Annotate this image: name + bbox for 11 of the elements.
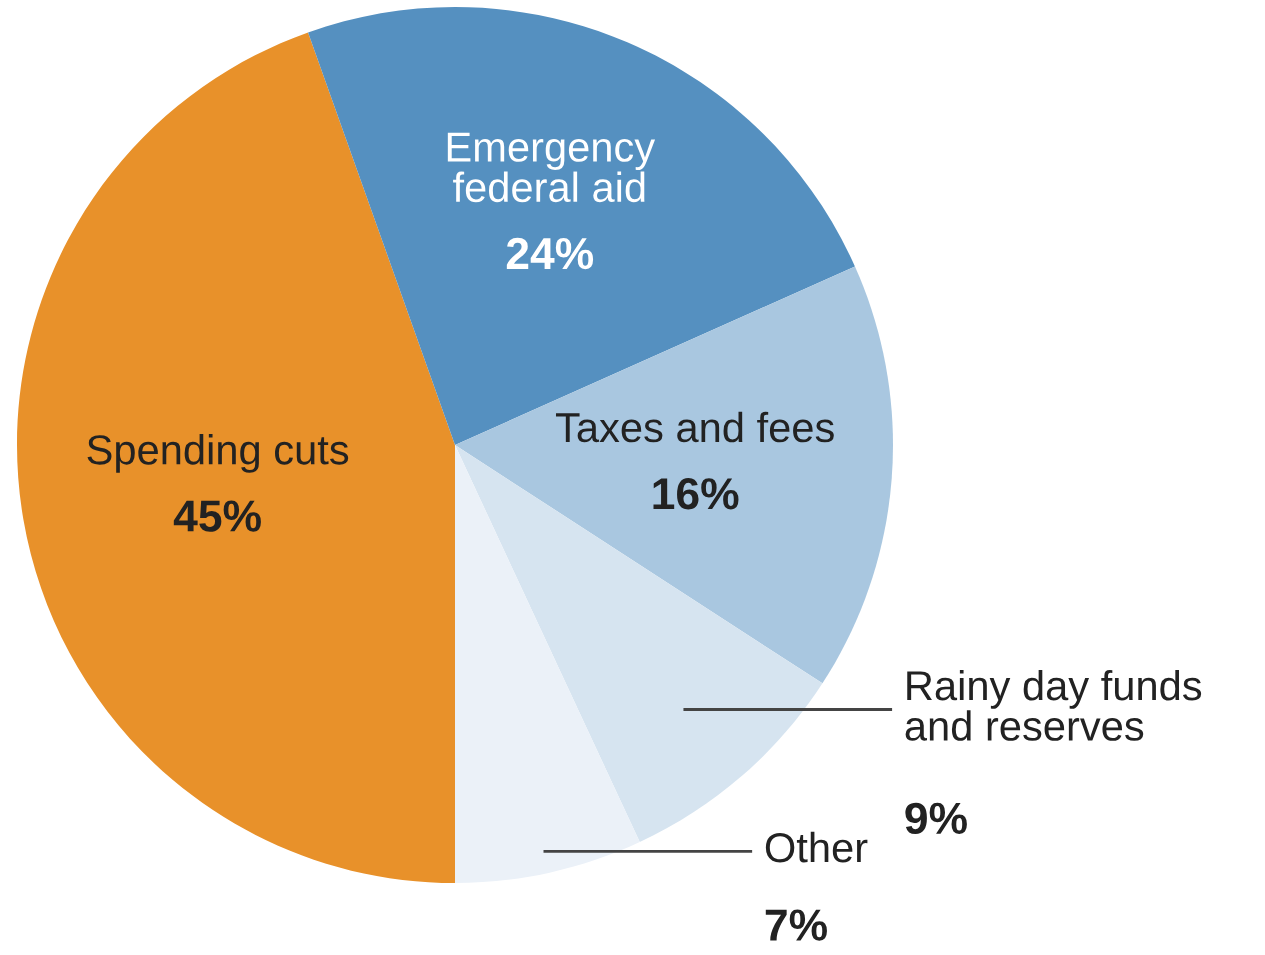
slice-label: Rainy day funds and reserves bbox=[905, 669, 1202, 741]
data-label: 9% bbox=[905, 802, 967, 835]
pie-slice bbox=[455, 445, 640, 883]
data-label: 7% bbox=[765, 909, 827, 941]
slice-label: Other bbox=[765, 831, 868, 863]
data-label: 16% bbox=[653, 478, 739, 510]
slice-label: Emergency federal aid bbox=[447, 132, 656, 203]
slice-label: Taxes and fees bbox=[555, 411, 834, 443]
slice-label: Spending cuts bbox=[87, 434, 349, 473]
data-label: 24% bbox=[506, 237, 594, 270]
data-label: 45% bbox=[173, 500, 261, 532]
